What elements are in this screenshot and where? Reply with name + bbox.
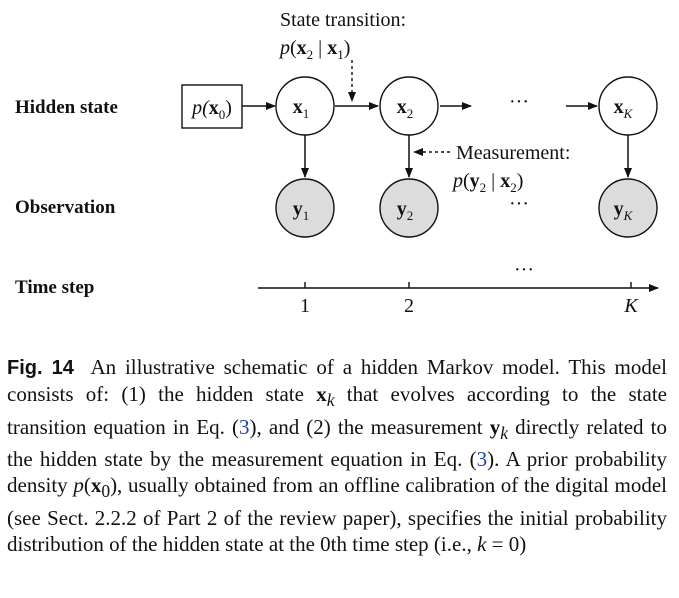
equation-reference-link[interactable]: 3: [239, 414, 250, 439]
node-y1-label: y1: [293, 198, 310, 223]
node-x1-label: x1: [293, 96, 310, 121]
caption-xk-symbol: x: [316, 382, 327, 407]
state-transition-title: State transition:: [280, 9, 406, 31]
caption-p-symbol: p: [73, 473, 84, 498]
time-step-label: Time step: [15, 277, 94, 298]
caption-text-1: An illustrative schematic of a hidden Ma…: [7, 355, 667, 407]
node-y2: [379, 178, 439, 238]
prior-box: [181, 84, 243, 129]
caption-yk-sub: k: [500, 422, 509, 443]
node-y1: [275, 178, 335, 238]
observation-ellipsis: ···: [509, 193, 529, 215]
caption-xk-sub: k: [326, 390, 335, 411]
state-transition-equation: p(x2 | x1): [278, 37, 350, 62]
figure-caption: Fig. 14 An illustrative schematic of a h…: [7, 355, 667, 556]
caption-text-3: ), and (2) the measurement: [249, 414, 490, 439]
hmm-diagram: Hidden state Observation Time step State…: [15, 9, 659, 317]
caption-text-2: that evolves according to the state tran…: [7, 382, 667, 439]
caption-yk-symbol: y: [489, 414, 501, 439]
measurement-equation: p(y2 | x2): [451, 170, 523, 195]
node-yK: [598, 178, 658, 238]
caption-x0-symbol: x: [90, 473, 102, 498]
figure-label: Fig. 14: [7, 357, 74, 379]
time-ellipsis: ···: [514, 259, 534, 281]
caption-k-symbol: k: [477, 531, 487, 556]
node-y2-label: y2: [397, 198, 414, 223]
caption-text-6: ), usually obtained from an offline cali…: [7, 473, 667, 556]
prior-density-label: p(x0): [190, 97, 232, 122]
hidden-ellipsis: ···: [509, 91, 529, 113]
caption-text-5: ). A prior probability density: [7, 446, 667, 498]
caption-x0-sub: 0: [101, 481, 111, 502]
time-tick-label-2: 2: [404, 295, 414, 317]
observation-label: Observation: [15, 197, 116, 218]
hidden-state-label: Hidden state: [15, 97, 118, 118]
caption-text-4: directly related to the hidden state by …: [7, 414, 667, 471]
node-x2-label: x2: [397, 96, 414, 121]
equation-reference-link[interactable]: 3: [476, 446, 488, 471]
node-xK-label: xK: [614, 96, 634, 121]
caption-text-7: = 0): [486, 531, 527, 556]
measurement-title: Measurement:: [456, 142, 570, 164]
node-yK-label: yK: [614, 198, 634, 223]
time-tick-label-1: 1: [300, 295, 310, 317]
time-tick-label-K: K: [623, 295, 639, 317]
